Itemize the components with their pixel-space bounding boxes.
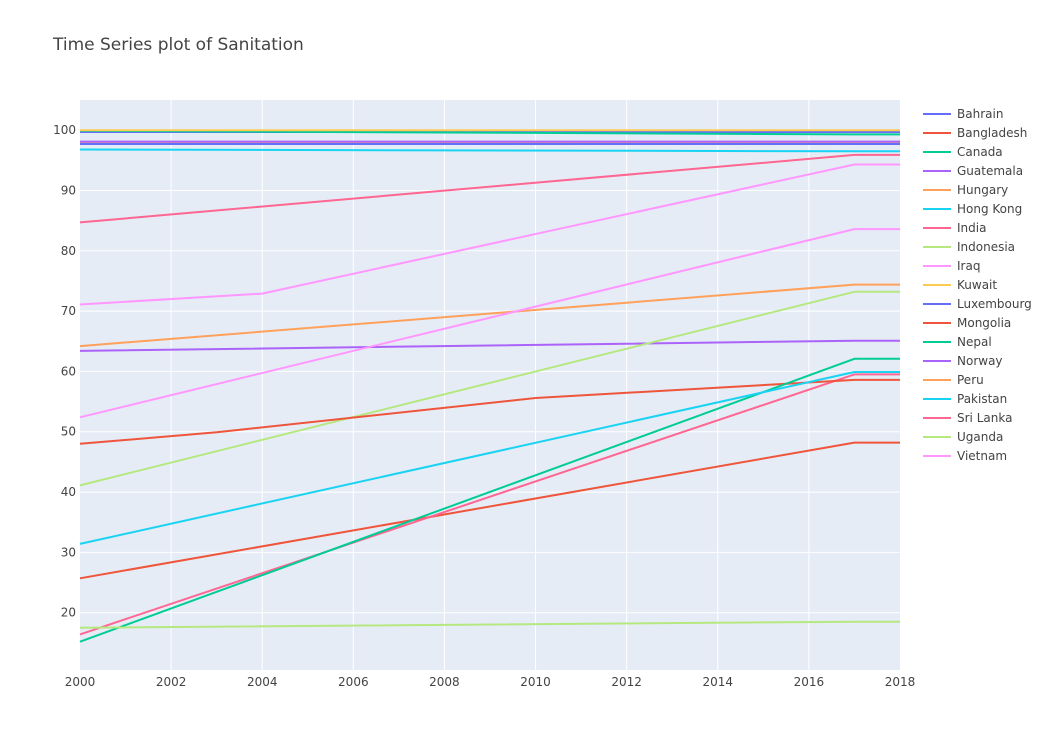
legend-item-guatemala[interactable]: Guatemala — [923, 164, 1023, 178]
series-line-iraq[interactable] — [79, 163, 900, 306]
legend-item-hong-kong[interactable]: Hong Kong — [923, 202, 1022, 216]
y-tick-label: 70 — [61, 304, 76, 318]
legend-item-kuwait[interactable]: Kuwait — [923, 278, 997, 292]
legend-label: Bangladesh — [957, 126, 1027, 140]
legend-item-mongolia[interactable]: Mongolia — [923, 316, 1011, 330]
series-line-peru[interactable] — [79, 283, 900, 348]
y-tick-label: 60 — [61, 364, 76, 378]
series-line-canada[interactable] — [79, 129, 900, 136]
legend-item-indonesia[interactable]: Indonesia — [923, 240, 1015, 254]
series-line-pakistan[interactable] — [79, 371, 900, 545]
legend-label: Mongolia — [957, 316, 1011, 330]
y-tick-label: 50 — [61, 425, 76, 439]
legend-label: India — [957, 221, 986, 235]
x-tick-label: 2012 — [611, 675, 642, 689]
legend-item-bahrain[interactable]: Bahrain — [923, 107, 1003, 121]
legend-item-pakistan[interactable]: Pakistan — [923, 392, 1007, 406]
series-line-hong-kong[interactable] — [79, 148, 900, 153]
legend-label: Guatemala — [957, 164, 1023, 178]
legend-item-nepal[interactable]: Nepal — [923, 335, 992, 349]
x-axis-ticks: 2000 2002 2004 2006 2008 2010 2012 2014 2016 2018 — [65, 675, 916, 689]
x-tick-label: 2014 — [703, 675, 734, 689]
legend-item-norway[interactable]: Norway — [923, 354, 1003, 368]
legend-label: Peru — [957, 373, 984, 387]
y-tick-label: 100 — [53, 123, 76, 137]
series-line-vietnam[interactable] — [79, 228, 900, 419]
legend-item-bangladesh[interactable]: Bangladesh — [923, 126, 1027, 140]
y-tick-label: 80 — [61, 244, 76, 258]
legend-label: Norway — [957, 354, 1003, 368]
y-tick-label: 20 — [61, 606, 76, 620]
legend-item-luxembourg[interactable]: Luxembourg — [923, 297, 1032, 311]
series-line-nepal[interactable] — [79, 357, 900, 643]
x-tick-label: 2002 — [156, 675, 187, 689]
legend-label: Uganda — [957, 430, 1003, 444]
y-tick-label: 40 — [61, 485, 76, 499]
legend-label: Canada — [957, 145, 1003, 159]
legend-label: Bahrain — [957, 107, 1003, 121]
legend-item-sri-lanka[interactable]: Sri Lanka — [923, 411, 1012, 425]
series-line-bangladesh[interactable] — [79, 441, 900, 580]
y-tick-label: 90 — [61, 183, 76, 197]
series-line-guatemala[interactable] — [79, 339, 900, 352]
y-tick-label: 30 — [61, 545, 76, 559]
series-line-mongolia[interactable] — [79, 378, 900, 445]
legend-label: Sri Lanka — [957, 411, 1012, 425]
chart-title: Time Series plot of Sanitation — [52, 35, 304, 55]
legend-label: Nepal — [957, 335, 992, 349]
series-lines — [79, 129, 900, 643]
legend-item-india[interactable]: India — [923, 221, 986, 235]
x-tick-label: 2000 — [65, 675, 96, 689]
legend-item-canada[interactable]: Canada — [923, 145, 1003, 159]
legend-label: Luxembourg — [957, 297, 1032, 311]
legend-item-hungary[interactable]: Hungary — [923, 183, 1008, 197]
legend-label: Iraq — [957, 259, 980, 273]
x-tick-label: 2010 — [520, 675, 551, 689]
legend-item-vietnam[interactable]: Vietnam — [923, 449, 1007, 463]
legend[interactable]: Bahrain Bangladesh Canada Guatemala Hungary H… — [923, 107, 1032, 463]
y-axis-ticks: 20 30 40 50 60 70 80 90 100 — [53, 123, 76, 620]
legend-item-iraq[interactable]: Iraq — [923, 259, 980, 273]
x-tick-label: 2016 — [794, 675, 825, 689]
x-tick-label: 2004 — [247, 675, 278, 689]
legend-label: Vietnam — [957, 449, 1007, 463]
x-tick-label: 2008 — [429, 675, 460, 689]
legend-item-peru[interactable]: Peru — [923, 373, 984, 387]
legend-label: Pakistan — [957, 392, 1007, 406]
legend-label: Kuwait — [957, 278, 997, 292]
legend-item-uganda[interactable]: Uganda — [923, 430, 1003, 444]
x-tick-label: 2018 — [885, 675, 916, 689]
series-line-uganda[interactable] — [79, 620, 900, 629]
series-line-sri-lanka[interactable] — [79, 153, 900, 224]
x-tick-label: 2006 — [338, 675, 369, 689]
legend-label: Hungary — [957, 183, 1008, 197]
legend-label: Indonesia — [957, 240, 1015, 254]
legend-label: Hong Kong — [957, 202, 1022, 216]
series-line-indonesia[interactable] — [79, 290, 900, 487]
